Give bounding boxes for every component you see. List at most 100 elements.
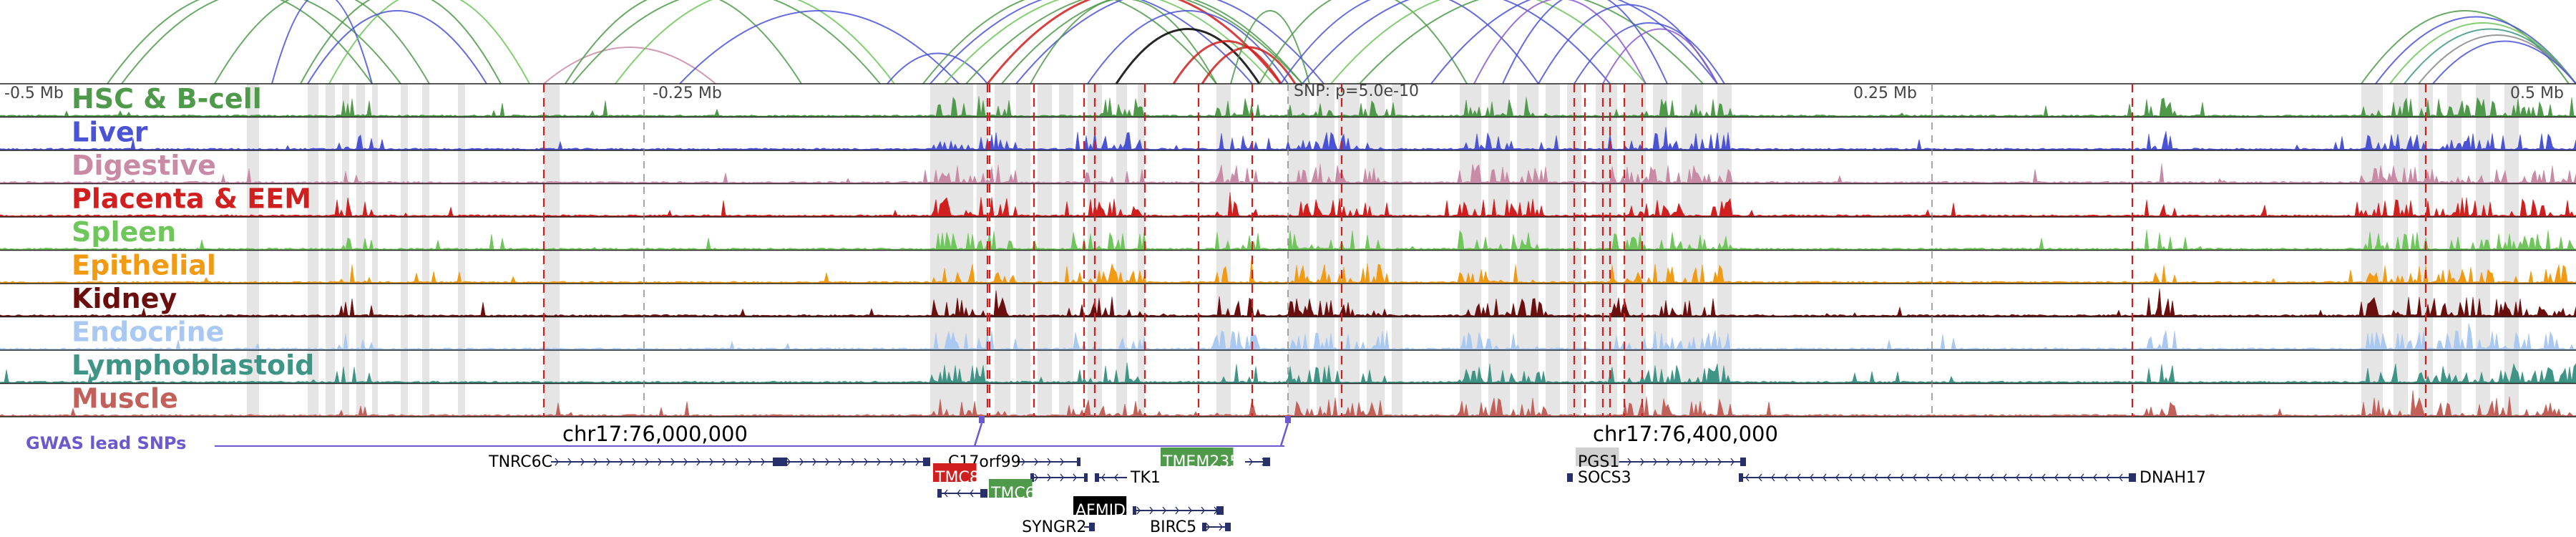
exon bbox=[1202, 523, 1206, 531]
chromatin-loop-arcs bbox=[107, 0, 2576, 84]
strand-chevron bbox=[2080, 473, 2084, 482]
exon bbox=[1740, 458, 1746, 466]
strand-chevron bbox=[1034, 473, 1038, 482]
exon bbox=[1089, 523, 1095, 531]
loop-arc bbox=[1201, 46, 1297, 84]
strand-chevron bbox=[1640, 458, 1644, 466]
strand-chevron bbox=[825, 458, 829, 466]
strand-chevron bbox=[944, 489, 948, 498]
loop-arc bbox=[1359, 0, 1704, 84]
signal-lymphoblastoid bbox=[0, 362, 2576, 384]
gene-annotation-track: TNRC6C C17orf99TMC8TMC6TMEM235TK1AFMIDSYN… bbox=[488, 448, 2206, 536]
strand-chevron bbox=[1206, 523, 1210, 531]
loop-arc bbox=[214, 0, 430, 84]
loop-arc bbox=[615, 0, 895, 84]
position-axis: -0.5 Mb -0.25 Mb SNP: p=5.0e-10 0.25 Mb … bbox=[4, 82, 2564, 102]
exon bbox=[1095, 473, 1099, 482]
strand-chevron bbox=[1823, 473, 1827, 482]
loop-arc bbox=[1430, 0, 1718, 84]
strand-chevron bbox=[1887, 473, 1891, 482]
loop-arc bbox=[1259, 0, 1468, 84]
strand-chevron bbox=[1964, 473, 1968, 482]
exon bbox=[1225, 523, 1231, 531]
signal-hsc-b-cell bbox=[0, 96, 2576, 117]
loop-arc bbox=[1030, 0, 1217, 84]
gene-syngr2: SYNGR2 bbox=[1022, 518, 1095, 536]
loop-arc bbox=[1502, 0, 1668, 84]
track-label: Kidney bbox=[72, 283, 177, 314]
exon bbox=[773, 458, 787, 466]
loop-arc bbox=[543, 47, 716, 84]
exon bbox=[937, 489, 942, 498]
strand-chevron bbox=[812, 458, 816, 466]
strand-chevron bbox=[683, 458, 688, 466]
strand-chevron bbox=[1060, 473, 1064, 482]
strand-chevron bbox=[748, 458, 752, 466]
strand-chevron bbox=[1188, 506, 1192, 515]
gene-pgs1: PGS1 bbox=[1576, 448, 1746, 471]
strand-chevron bbox=[1848, 473, 1853, 482]
axis-mid-left-label: -0.25 Mb bbox=[653, 84, 722, 102]
strand-chevron bbox=[2106, 473, 2110, 482]
coordinate-left: chr17:76,000,000 bbox=[562, 422, 748, 446]
strand-chevron bbox=[1874, 473, 1878, 482]
strand-chevron bbox=[593, 458, 597, 466]
strand-chevron bbox=[2054, 473, 2059, 482]
strand-chevron bbox=[1758, 473, 1762, 482]
loop-arc bbox=[922, 0, 1217, 84]
strand-chevron bbox=[632, 458, 636, 466]
loop-arc bbox=[965, 0, 1303, 84]
strand-chevron bbox=[761, 458, 765, 466]
track-label: Liver bbox=[72, 117, 148, 148]
strand-chevron bbox=[2119, 473, 2123, 482]
strand-chevron bbox=[1913, 473, 1917, 482]
track-label: Spleen bbox=[72, 216, 176, 248]
strand-chevron bbox=[1162, 506, 1166, 515]
strand-chevron bbox=[722, 458, 726, 466]
signal-liver bbox=[0, 127, 2576, 151]
gene-highlight bbox=[1161, 448, 1234, 466]
loop-arc bbox=[887, 52, 988, 84]
strand-chevron bbox=[915, 458, 919, 466]
gene-afmid: AFMID bbox=[1073, 496, 1224, 520]
strand-chevron bbox=[889, 458, 894, 466]
loop-arc bbox=[1230, 10, 1310, 84]
strand-chevron bbox=[606, 458, 610, 466]
gene-tmem235: TMEM235 bbox=[1161, 448, 1270, 471]
loop-arc bbox=[1115, 28, 1261, 84]
strand-chevron bbox=[1771, 473, 1775, 482]
strand-chevron bbox=[877, 458, 881, 466]
strand-chevron bbox=[1835, 473, 1840, 482]
strand-chevron bbox=[1034, 458, 1038, 466]
gene-dnah17: DNAH17 bbox=[1739, 469, 2206, 487]
strand-chevron bbox=[1021, 458, 1025, 466]
strand-chevron bbox=[838, 458, 842, 466]
loop-arc bbox=[271, 0, 373, 84]
loop-arc bbox=[2432, 40, 2576, 84]
track-label: HSC & B-cell bbox=[72, 83, 262, 115]
exon bbox=[1739, 473, 1743, 482]
track-label: Lymphoblastoid bbox=[72, 349, 314, 381]
exon bbox=[923, 458, 930, 466]
loop-arc bbox=[107, 0, 373, 84]
track-label: Epithelial bbox=[72, 250, 216, 281]
gwas-label: GWAS lead SNPs bbox=[26, 433, 186, 453]
signal-muscle bbox=[0, 390, 2576, 417]
exon bbox=[1077, 458, 1080, 466]
strand-chevron bbox=[864, 458, 868, 466]
strand-chevron bbox=[1730, 458, 1735, 466]
strand-chevron bbox=[1060, 458, 1064, 466]
loop-arc bbox=[307, 10, 487, 84]
gene-label: AFMID bbox=[1075, 502, 1126, 520]
strand-chevron bbox=[1249, 458, 1253, 466]
strand-chevron bbox=[555, 458, 559, 466]
gwas-snp-stalk bbox=[973, 422, 983, 447]
strand-chevron bbox=[1977, 473, 1981, 482]
gwas-snp-marker bbox=[1285, 416, 1291, 423]
loop-arc bbox=[121, 0, 401, 84]
strand-chevron bbox=[799, 458, 804, 466]
track-label: Placenta & EEM bbox=[72, 183, 311, 215]
strand-chevron bbox=[1784, 473, 1788, 482]
gene-label: TMC8 bbox=[935, 469, 980, 487]
